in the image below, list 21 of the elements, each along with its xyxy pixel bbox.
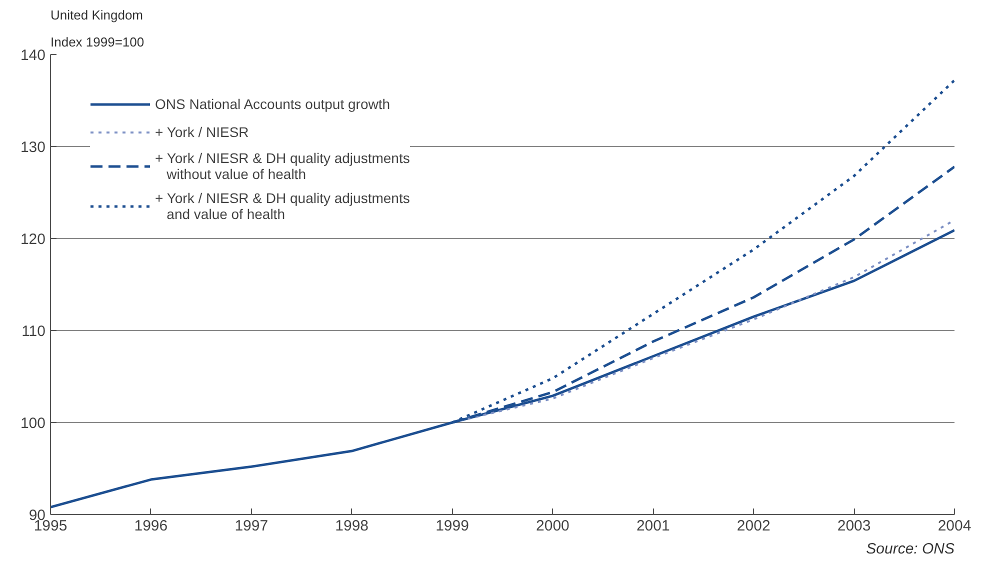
x-tick-label: 2000	[536, 518, 570, 534]
y-tick-label: 110	[22, 323, 46, 340]
x-tick-label: 1996	[134, 518, 168, 534]
y-axis-title: Index 1999=100	[50, 34, 144, 50]
x-tick-label: 1999	[436, 518, 469, 534]
x-tick-label: 2003	[837, 518, 871, 534]
y-tick-label: 130	[20, 139, 46, 156]
legend-label: + York / NIESR & DH quality adjustments without value of health	[155, 150, 410, 182]
source-note: Source: ONS	[866, 540, 955, 558]
x-tick-label: 1998	[335, 518, 369, 534]
x-tick-label: 1997	[234, 518, 268, 534]
y-tick-label: 120	[20, 231, 46, 248]
legend-label: + York / NIESR	[155, 124, 249, 140]
x-tick-label: 2002	[736, 518, 770, 534]
x-tick-label: 2001	[636, 518, 670, 534]
y-tick-label: 100	[20, 415, 46, 432]
x-tick-label: 2004	[938, 518, 972, 534]
chart-title: United Kingdom	[50, 8, 143, 22]
y-tick-label: 140	[20, 47, 46, 64]
legend-label: ONS National Accounts output growth	[155, 96, 390, 112]
legend-label: + York / NIESR & DH quality adjustments and value of health	[155, 190, 410, 222]
